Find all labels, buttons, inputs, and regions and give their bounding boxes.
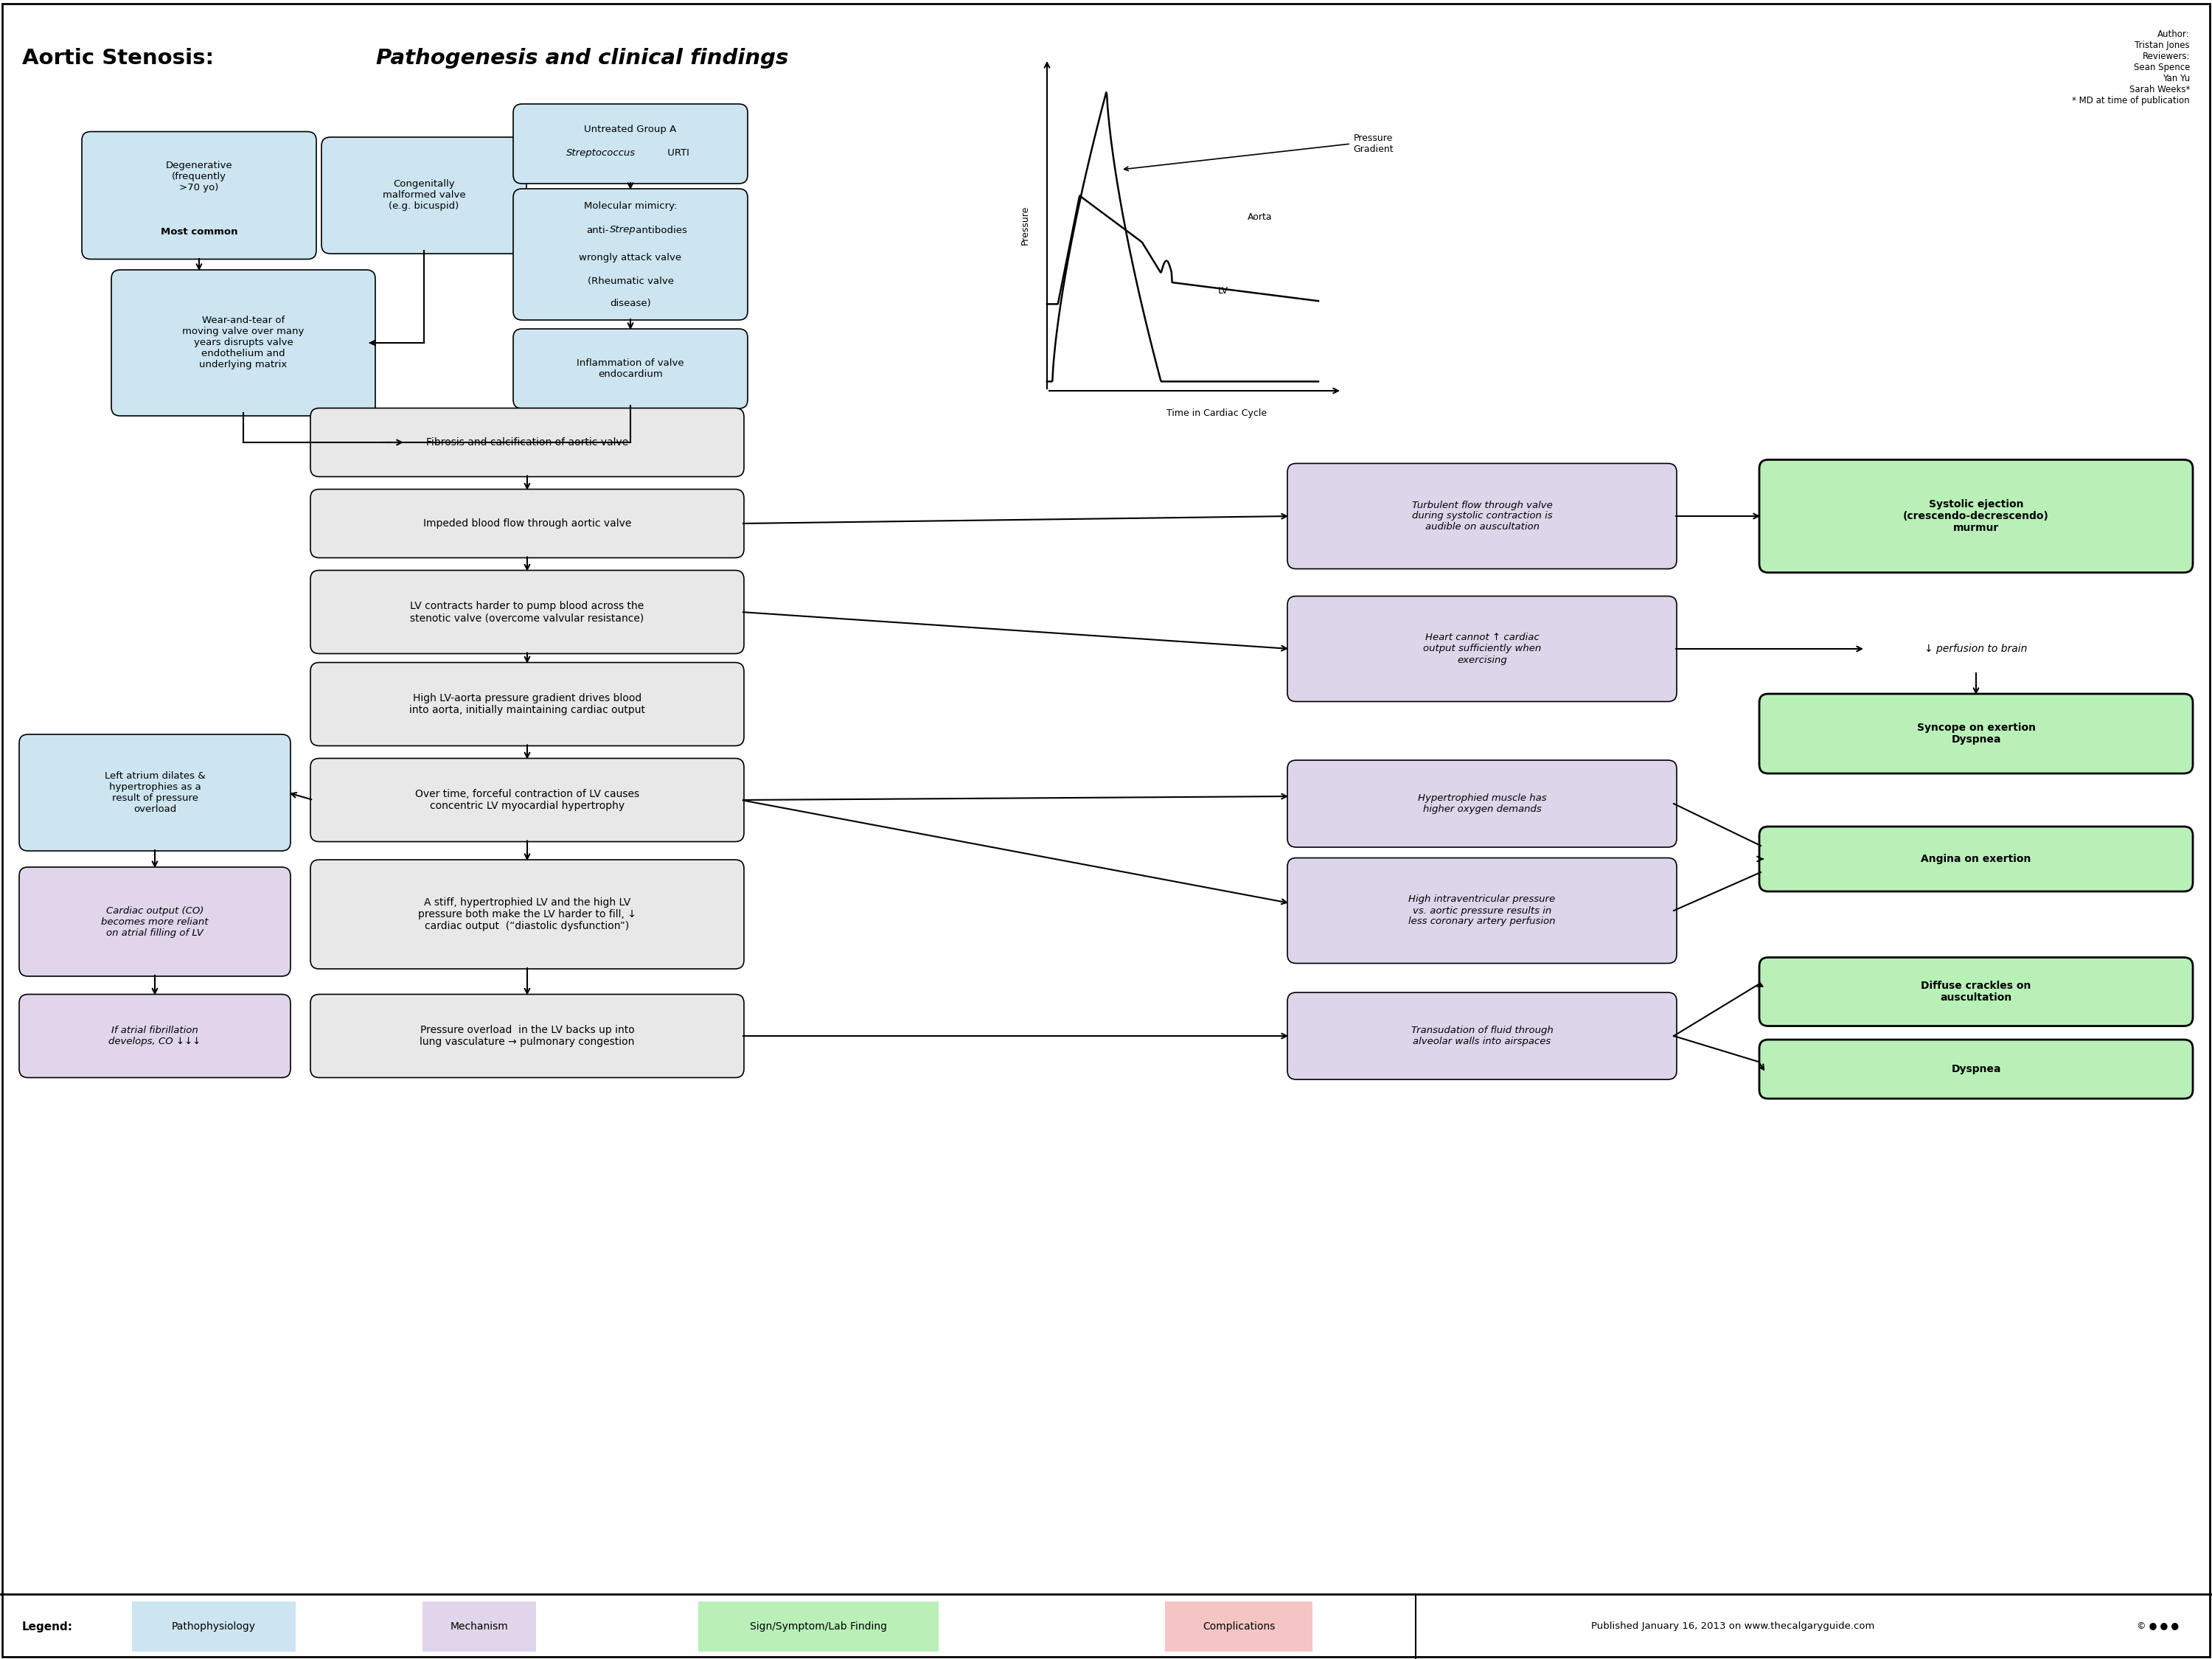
FancyBboxPatch shape (310, 408, 743, 476)
Text: Transudation of fluid through
alveolar walls into airspaces: Transudation of fluid through alveolar w… (1411, 1025, 1553, 1047)
Text: Legend:: Legend: (22, 1621, 73, 1632)
FancyBboxPatch shape (310, 571, 743, 654)
Text: Most common: Most common (161, 227, 237, 237)
Text: Angina on exertion: Angina on exertion (1920, 854, 2031, 864)
FancyBboxPatch shape (513, 105, 748, 184)
Text: High LV-aorta pressure gradient drives blood
into aorta, initially maintaining c: High LV-aorta pressure gradient drives b… (409, 693, 646, 715)
FancyBboxPatch shape (20, 994, 290, 1078)
FancyBboxPatch shape (699, 1601, 938, 1652)
Text: Dyspnea: Dyspnea (1951, 1063, 2002, 1075)
Text: Pressure overload  in the LV backs up into
lung vasculature → pulmonary congesti: Pressure overload in the LV backs up int… (420, 1025, 635, 1047)
Text: Pressure: Pressure (1020, 206, 1029, 244)
Text: Aortic Stenosis:: Aortic Stenosis: (22, 48, 221, 68)
Text: (Rheumatic valve: (Rheumatic valve (588, 277, 675, 287)
Text: Congenitally
malformed valve
(e.g. bicuspid): Congenitally malformed valve (e.g. bicus… (383, 179, 465, 211)
FancyBboxPatch shape (1287, 596, 1677, 702)
Text: Impeded blood flow through aortic valve: Impeded blood flow through aortic valve (422, 518, 630, 529)
Text: Inflammation of valve
endocardium: Inflammation of valve endocardium (577, 358, 684, 378)
FancyBboxPatch shape (513, 189, 748, 320)
FancyBboxPatch shape (0, 1594, 2212, 1659)
FancyBboxPatch shape (1287, 858, 1677, 964)
Text: Untreated Group A: Untreated Group A (584, 124, 677, 134)
Text: A stiff, hypertrophied LV and the high LV
pressure both make the LV harder to fi: A stiff, hypertrophied LV and the high L… (418, 898, 637, 931)
FancyBboxPatch shape (20, 735, 290, 851)
Text: anti-: anti- (586, 226, 608, 236)
Text: Time in Cardiac Cycle: Time in Cardiac Cycle (1166, 408, 1267, 418)
Text: Over time, forceful contraction of LV causes
concentric LV myocardial hypertroph: Over time, forceful contraction of LV ca… (416, 790, 639, 811)
Text: Hypertrophied muscle has
higher oxygen demands: Hypertrophied muscle has higher oxygen d… (1418, 793, 1546, 815)
FancyBboxPatch shape (310, 994, 743, 1078)
Text: Wear-and-tear of
moving valve over many
years disrupts valve
endothelium and
und: Wear-and-tear of moving valve over many … (181, 315, 305, 370)
Text: wrongly attack valve: wrongly attack valve (580, 254, 681, 262)
FancyBboxPatch shape (310, 489, 743, 557)
FancyBboxPatch shape (422, 1601, 535, 1652)
Text: Complications: Complications (1203, 1621, 1274, 1632)
Text: Diffuse crackles on
auscultation: Diffuse crackles on auscultation (1920, 980, 2031, 1002)
Text: Molecular mimicry:: Molecular mimicry: (584, 202, 677, 211)
Text: Fibrosis and calcification of aortic valve: Fibrosis and calcification of aortic val… (427, 438, 628, 448)
FancyBboxPatch shape (1287, 992, 1677, 1080)
Text: disease): disease) (611, 299, 650, 309)
Text: © ● ● ●: © ● ● ● (2137, 1623, 2179, 1631)
Text: Author:
Tristan Jones
Reviewers:
Sean Spence
Yan Yu
Sarah Weeks*
* MD at time of: Author: Tristan Jones Reviewers: Sean Sp… (2073, 30, 2190, 106)
Text: High intraventricular pressure
vs. aortic pressure results in
less coronary arte: High intraventricular pressure vs. aorti… (1409, 894, 1555, 926)
FancyBboxPatch shape (1759, 957, 2192, 1025)
Text: Aorta: Aorta (1248, 212, 1272, 222)
Text: Cardiac output (CO)
becomes more reliant
on atrial filling of LV: Cardiac output (CO) becomes more reliant… (102, 906, 208, 937)
Text: Streptococcus: Streptococcus (566, 149, 635, 158)
FancyBboxPatch shape (1759, 826, 2192, 891)
Text: Degenerative
(frequently
>70 yo): Degenerative (frequently >70 yo) (166, 161, 232, 192)
Text: Pathogenesis and clinical findings: Pathogenesis and clinical findings (376, 48, 787, 68)
FancyBboxPatch shape (1759, 460, 2192, 572)
FancyBboxPatch shape (1287, 760, 1677, 848)
Text: Sign/Symptom/Lab Finding: Sign/Symptom/Lab Finding (750, 1621, 887, 1632)
Text: Systolic ejection
(crescendo-decrescendo)
murmur: Systolic ejection (crescendo-decrescendo… (1902, 499, 2048, 533)
FancyBboxPatch shape (1287, 463, 1677, 569)
FancyBboxPatch shape (310, 662, 743, 747)
Text: If atrial fibrillation
develops, CO ↓↓↓: If atrial fibrillation develops, CO ↓↓↓ (108, 1025, 201, 1047)
Text: Pathophysiology: Pathophysiology (173, 1621, 257, 1632)
FancyBboxPatch shape (1759, 693, 2192, 773)
FancyBboxPatch shape (321, 138, 526, 254)
FancyBboxPatch shape (310, 758, 743, 841)
Text: antibodies: antibodies (633, 226, 688, 236)
Text: LV: LV (1219, 287, 1228, 295)
Text: Left atrium dilates &
hypertrophies as a
result of pressure
overload: Left atrium dilates & hypertrophies as a… (104, 771, 206, 815)
FancyBboxPatch shape (111, 270, 376, 416)
Text: Syncope on exertion
Dyspnea: Syncope on exertion Dyspnea (1916, 723, 2035, 745)
Text: ↓ perfusion to brain: ↓ perfusion to brain (1924, 644, 2028, 654)
FancyBboxPatch shape (133, 1601, 296, 1652)
FancyBboxPatch shape (1166, 1601, 1312, 1652)
Text: LV contracts harder to pump blood across the
stenotic valve (overcome valvular r: LV contracts harder to pump blood across… (409, 601, 644, 624)
FancyBboxPatch shape (82, 131, 316, 259)
FancyBboxPatch shape (1759, 1040, 2192, 1098)
Text: Strep: Strep (611, 226, 637, 236)
FancyBboxPatch shape (20, 868, 290, 975)
Text: Pressure
Gradient: Pressure Gradient (1354, 133, 1394, 154)
Text: URTI: URTI (664, 149, 690, 158)
Text: Published ​January 16, 2013 on www.thecalgaryguide.com: Published ​January 16, 2013 on www.theca… (1590, 1623, 1874, 1631)
Text: Heart cannot ↑ cardiac
output sufficiently when
exercising: Heart cannot ↑ cardiac output sufficient… (1422, 634, 1542, 665)
FancyBboxPatch shape (513, 328, 748, 408)
Text: Turbulent flow through valve
during systolic contraction is
audible on auscultat: Turbulent flow through valve during syst… (1411, 501, 1553, 533)
FancyBboxPatch shape (310, 859, 743, 969)
Text: Mechanism: Mechanism (451, 1621, 509, 1632)
